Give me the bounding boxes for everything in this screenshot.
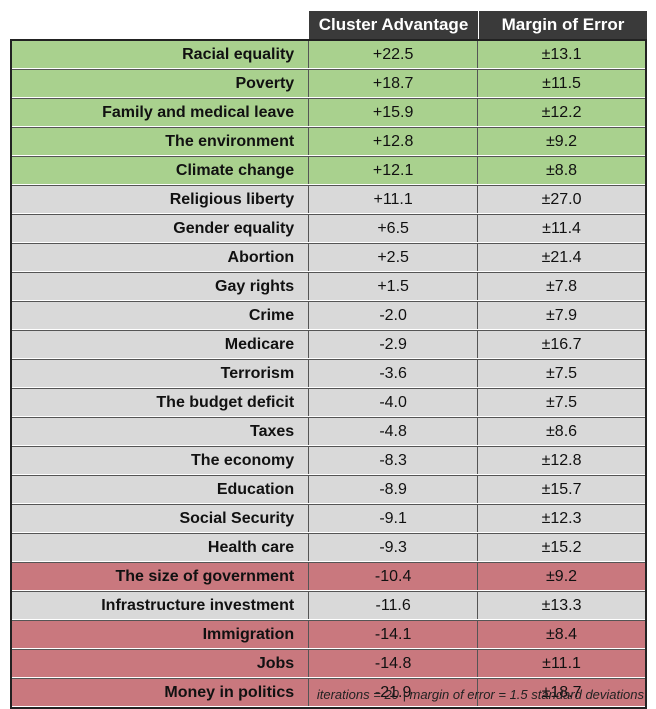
issue-label: Abortion: [12, 244, 310, 271]
cluster-advantage-value: -11.6: [309, 592, 479, 619]
cluster-advantage-value: -14.1: [309, 621, 479, 648]
cluster-advantage-value: -8.9: [309, 476, 479, 503]
table-row: The environment +12.8 ±9.2: [12, 127, 645, 156]
cluster-advantage-value: -8.3: [309, 447, 479, 474]
issue-label: Infrastructure investment: [12, 592, 310, 619]
cluster-advantage-value: +2.5: [309, 244, 479, 271]
margin-of-error-value: ±12.3: [478, 505, 645, 532]
table-row: Terrorism -3.6 ±7.5: [12, 359, 645, 388]
issue-label: Money in politics: [12, 679, 310, 706]
table-row: Immigration -14.1 ±8.4: [12, 620, 645, 649]
cluster-advantage-value: -10.4: [309, 563, 479, 590]
cluster-advantage-value: -9.1: [309, 505, 479, 532]
cluster-advantage-value: +11.1: [309, 186, 479, 213]
margin-of-error-value: ±12.8: [478, 447, 645, 474]
margin-of-error-value: ±8.6: [478, 418, 645, 445]
header-cluster-advantage: Cluster Advantage: [309, 11, 479, 39]
cluster-advantage-value: +1.5: [309, 273, 479, 300]
table-row: Climate change +12.1 ±8.8: [12, 156, 645, 185]
table-row: Jobs -14.8 ±11.1: [12, 649, 645, 678]
table-row: The budget deficit -4.0 ±7.5: [12, 388, 645, 417]
table-row: Gay rights +1.5 ±7.8: [12, 272, 645, 301]
table-row: Medicare -2.9 ±16.7: [12, 330, 645, 359]
margin-of-error-value: ±7.9: [478, 302, 645, 329]
table-row: Religious liberty +11.1 ±27.0: [12, 185, 645, 214]
issue-label: Gay rights: [12, 273, 310, 300]
issue-label: Medicare: [12, 331, 310, 358]
issue-label: Racial equality: [12, 41, 310, 68]
margin-of-error-value: ±13.1: [478, 41, 645, 68]
margin-of-error-value: ±7.8: [478, 273, 645, 300]
issue-label: Religious liberty: [12, 186, 310, 213]
cluster-advantage-value: -14.8: [309, 650, 479, 677]
issue-label: The environment: [12, 128, 310, 155]
issue-label: Education: [12, 476, 310, 503]
issue-label: Climate change: [12, 157, 310, 184]
margin-of-error-value: ±8.8: [478, 157, 645, 184]
cluster-advantage-value: -2.9: [309, 331, 479, 358]
cluster-advantage-value: +12.8: [309, 128, 479, 155]
issue-label: Terrorism: [12, 360, 310, 387]
table-row: Abortion +2.5 ±21.4: [12, 243, 645, 272]
header-issue: [10, 11, 309, 39]
issue-label: The size of government: [12, 563, 310, 590]
issue-label: Jobs: [12, 650, 310, 677]
margin-of-error-value: ±12.2: [478, 99, 645, 126]
margin-of-error-value: ±13.3: [478, 592, 645, 619]
margin-of-error-value: ±7.5: [478, 360, 645, 387]
issue-label: Immigration: [12, 621, 310, 648]
cluster-advantage-value: +22.5: [309, 41, 479, 68]
table-row: Family and medical leave +15.9 ±12.2: [12, 98, 645, 127]
issue-label: Taxes: [12, 418, 310, 445]
issue-label: Family and medical leave: [12, 99, 310, 126]
table-header: Cluster Advantage Margin of Error: [10, 11, 647, 39]
margin-of-error-value: ±11.5: [478, 70, 645, 97]
cluster-advantage-value: -4.0: [309, 389, 479, 416]
table-row: Social Security -9.1 ±12.3: [12, 504, 645, 533]
issue-label: Health care: [12, 534, 310, 561]
issue-label: Gender equality: [12, 215, 310, 242]
table-row: Infrastructure investment -11.6 ±13.3: [12, 591, 645, 620]
cluster-advantage-value: +12.1: [309, 157, 479, 184]
cluster-advantage-value: +6.5: [309, 215, 479, 242]
table-row: Health care -9.3 ±15.2: [12, 533, 645, 562]
issue-label: Social Security: [12, 505, 310, 532]
table-row: Money in politics -21.9 ±18.7: [12, 678, 645, 707]
header-margin-of-error: Margin of Error: [479, 11, 647, 39]
table-row: Education -8.9 ±15.7: [12, 475, 645, 504]
table-row: Crime -2.0 ±7.9: [12, 301, 645, 330]
table-row: Gender equality +6.5 ±11.4: [12, 214, 645, 243]
issue-label: Crime: [12, 302, 310, 329]
margin-of-error-value: ±16.7: [478, 331, 645, 358]
results-table: Cluster Advantage Margin of Error Racial…: [10, 11, 647, 709]
cluster-advantage-value: -2.0: [309, 302, 479, 329]
issue-label: The economy: [12, 447, 310, 474]
cluster-advantage-value: +15.9: [309, 99, 479, 126]
issue-label: The budget deficit: [12, 389, 310, 416]
issue-label: Poverty: [12, 70, 310, 97]
footnote: iterations = 20 | margin of error = 1.5 …: [316, 687, 644, 702]
margin-of-error-value: ±27.0: [478, 186, 645, 213]
margin-of-error-value: ±18.7: [478, 679, 645, 706]
margin-of-error-value: ±8.4: [478, 621, 645, 648]
margin-of-error-value: ±9.2: [478, 128, 645, 155]
margin-of-error-value: ±9.2: [478, 563, 645, 590]
margin-of-error-value: ±15.2: [478, 534, 645, 561]
margin-of-error-value: ±11.4: [478, 215, 645, 242]
table-row: Taxes -4.8 ±8.6: [12, 417, 645, 446]
cluster-advantage-value: -3.6: [309, 360, 479, 387]
margin-of-error-value: ±7.5: [478, 389, 645, 416]
margin-of-error-value: ±21.4: [478, 244, 645, 271]
table-row: The size of government -10.4 ±9.2: [12, 562, 645, 591]
table-body: Racial equality +22.5 ±13.1 Poverty +18.7 ±11…: [10, 39, 647, 709]
table-row: Poverty +18.7 ±11.5: [12, 69, 645, 98]
cluster-advantage-value: -21.9: [309, 679, 479, 706]
cluster-advantage-value: -9.3: [309, 534, 479, 561]
margin-of-error-value: ±11.1: [478, 650, 645, 677]
table-row: The economy -8.3 ±12.8: [12, 446, 645, 475]
cluster-advantage-value: +18.7: [309, 70, 479, 97]
cluster-advantage-value: -4.8: [309, 418, 479, 445]
margin-of-error-value: ±15.7: [478, 476, 645, 503]
table-row: Racial equality +22.5 ±13.1: [12, 39, 645, 69]
